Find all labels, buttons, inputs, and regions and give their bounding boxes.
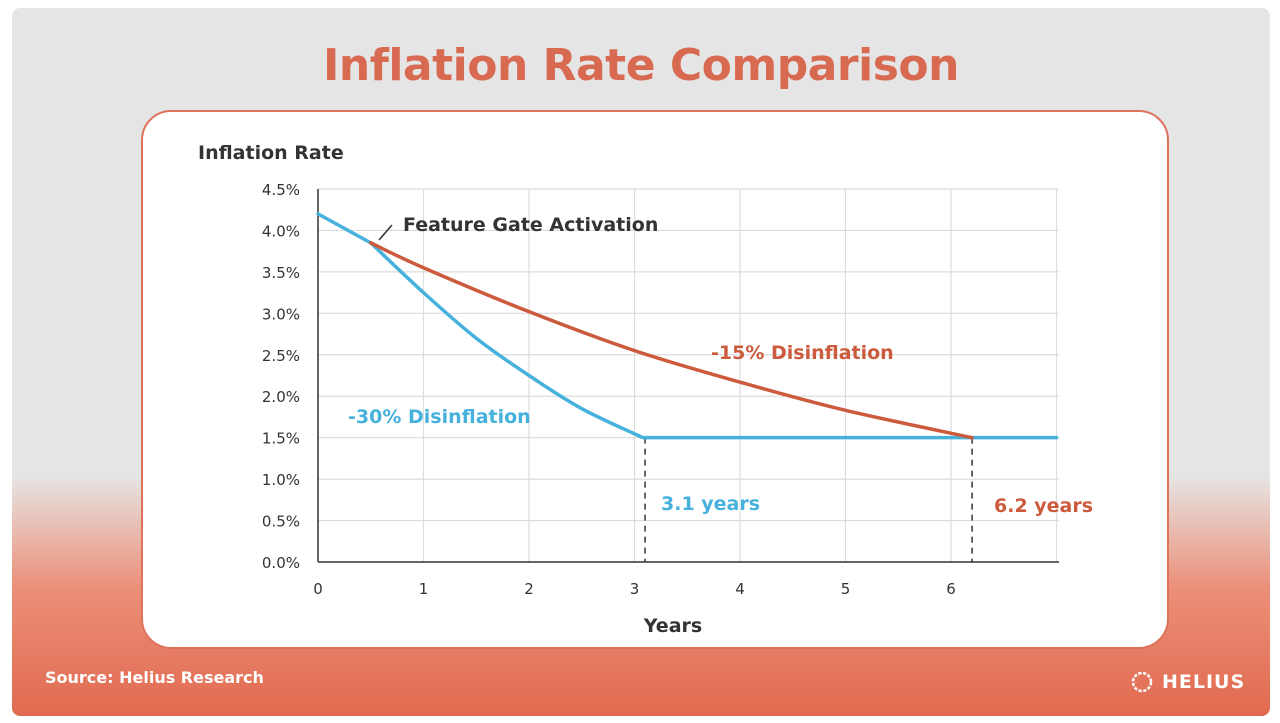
- blue-years-label: 3.1 years: [661, 493, 760, 515]
- x-tick-label: 4: [735, 580, 745, 598]
- y-tick-label: 4.5%: [262, 181, 300, 199]
- y-tick-label: 3.5%: [262, 264, 300, 282]
- helius-logo-icon: [1131, 671, 1153, 693]
- helius-logo: HELIUS: [1130, 668, 1245, 696]
- y-tick-label: 1.0%: [262, 471, 300, 489]
- y-tick-labels: 0.0% 0.5% 1.0% 1.5% 2.0% 2.5% 3.0% 3.5% 4.0% 4.5%: [262, 181, 300, 572]
- y-tick-label: 2.0%: [262, 388, 300, 406]
- x-tick-label: 0: [313, 580, 323, 598]
- inflation-chart: 0.0% 0.5% 1.0% 1.5% 2.0% 2.5% 3.0% 3.5% 4.0% 4.5%…: [198, 142, 1093, 637]
- source-note: Source: Helius Research: [45, 668, 264, 687]
- series: [316, 212, 1059, 440]
- series-label-15pct: -15% Disinflation: [711, 342, 894, 364]
- y-tick-label: 0.5%: [262, 513, 300, 531]
- chart-card: 0.0% 0.5% 1.0% 1.5% 2.0% 2.5% 3.0% 3.5% 4.0% 4.5%…: [141, 110, 1169, 649]
- x-tick-labels: 0 1 2 3 4 5 6: [313, 580, 956, 598]
- orange-years-label: 6.2 years: [994, 495, 1093, 517]
- series-line-30pct: [316, 212, 1059, 440]
- helius-logo-text: HELIUS: [1162, 671, 1246, 693]
- feature-gate-label: Feature Gate Activation: [403, 214, 658, 236]
- chart-title: Inflation Rate Comparison: [323, 40, 959, 91]
- slide-background: Inflation Rate Comparison 0.0% 0.5% 1.0% 1.…: [12, 8, 1270, 716]
- x-tick-label: 6: [946, 580, 956, 598]
- y-tick-label: 2.5%: [262, 347, 300, 365]
- grid: [318, 188, 1059, 562]
- x-tick-label: 3: [630, 580, 640, 598]
- y-tick-label: 0.0%: [262, 554, 300, 572]
- y-tick-label: 4.0%: [262, 222, 300, 240]
- y-tick-label: 3.0%: [262, 305, 300, 323]
- x-tick-label: 1: [419, 580, 429, 598]
- x-tick-label: 5: [841, 580, 851, 598]
- x-tick-label: 2: [524, 580, 534, 598]
- y-tick-label: 1.5%: [262, 430, 300, 448]
- x-axis-title: Years: [643, 615, 702, 637]
- y-axis-title: Inflation Rate: [198, 142, 344, 164]
- feature-gate-pointer: [378, 224, 393, 241]
- series-label-30pct: -30% Disinflation: [348, 406, 531, 428]
- axes: [317, 189, 1059, 563]
- series-line-15pct: [369, 241, 974, 440]
- year-marker-lines: [644, 437, 973, 562]
